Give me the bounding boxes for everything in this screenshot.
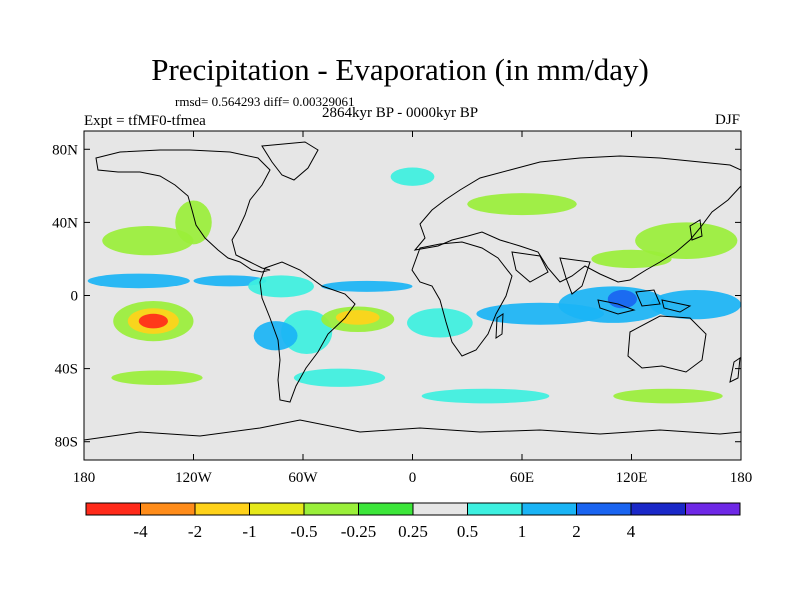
lon-tick-label: 180 [730,470,753,486]
lat-tick-label: 80N [52,142,78,158]
lon-tick-label: 120E [616,470,648,486]
anomaly-patch [613,388,723,404]
colorbar-box [85,502,141,516]
anomaly-patch [649,290,741,320]
colorbar-label: 4 [627,522,636,541]
lat-tick-label: 80S [55,435,78,451]
colorbar-box [685,502,741,516]
colorbar-label: -1 [242,522,256,541]
lon-tick-label: 60E [510,470,534,486]
anomaly-patch [138,313,168,329]
colorbar-box [467,502,523,516]
colorbar-label: -0.25 [341,522,376,541]
colorbar-box [303,502,359,516]
anomaly-patch [102,226,194,256]
anomaly-patch [407,308,473,338]
colorbar-box [576,502,632,516]
anomaly-patch [421,388,550,404]
plot-title: Precipitation - Evaporation (in mm/day) [151,52,649,87]
anomaly-patch [591,249,672,269]
colorbar-box [412,502,468,516]
latitude-axis: 80N 40N 0 40S 80S [52,142,741,451]
anomaly-patch [253,321,298,351]
anomaly-patch [635,222,738,259]
colorbar-box [249,502,305,516]
lat-tick-label: 0 [71,289,79,305]
anomaly-patch [467,193,577,216]
anomaly-patch [321,280,413,292]
colorbar-label: 1 [518,522,527,541]
anomaly-patch [293,368,386,387]
longitude-axis: 180 120W 60W 0 60E 120E 180 [73,131,753,486]
colorbar: -4 -2 -1 -0.5 -0.25 0.25 0.5 1 2 4 [85,502,741,541]
anomaly-patch [111,370,203,386]
lat-tick-label: 40S [55,362,78,378]
colorbar-label: 2 [572,522,581,541]
anomaly-patch [175,200,212,245]
anomaly-layer [87,167,741,404]
colorbar-box [194,502,250,516]
anomaly-patch [390,167,435,186]
colorbar-label: -0.5 [291,522,318,541]
anomaly-patch [87,273,190,289]
anomaly-patch [335,310,380,325]
anomaly-patch [193,275,267,287]
colorbar-box [140,502,196,516]
colorbar-box [630,502,686,516]
colorbar-label: 0.25 [398,522,428,541]
stats-label: rmsd= 0.564293 diff= 0.00329061 [175,94,355,109]
lat-tick-label: 40N [52,215,78,231]
colorbar-label: -2 [188,522,202,541]
colorbar-label: 0.5 [457,522,478,541]
experiment-label: Expt = tfMF0-tfmea [84,113,206,129]
lon-tick-label: 60W [288,470,318,486]
lon-tick-label: 0 [409,470,417,486]
colorbar-box [358,502,414,516]
colorbar-label: -4 [133,522,148,541]
coastlines [84,141,741,441]
season-label: DJF [714,112,740,128]
period-label: 2864kyr BP - 0000kyr BP [322,105,479,121]
lon-tick-label: 120W [175,470,213,486]
anomaly-patch [248,275,314,298]
lon-tick-label: 180 [73,470,96,486]
colorbar-box [521,502,577,516]
